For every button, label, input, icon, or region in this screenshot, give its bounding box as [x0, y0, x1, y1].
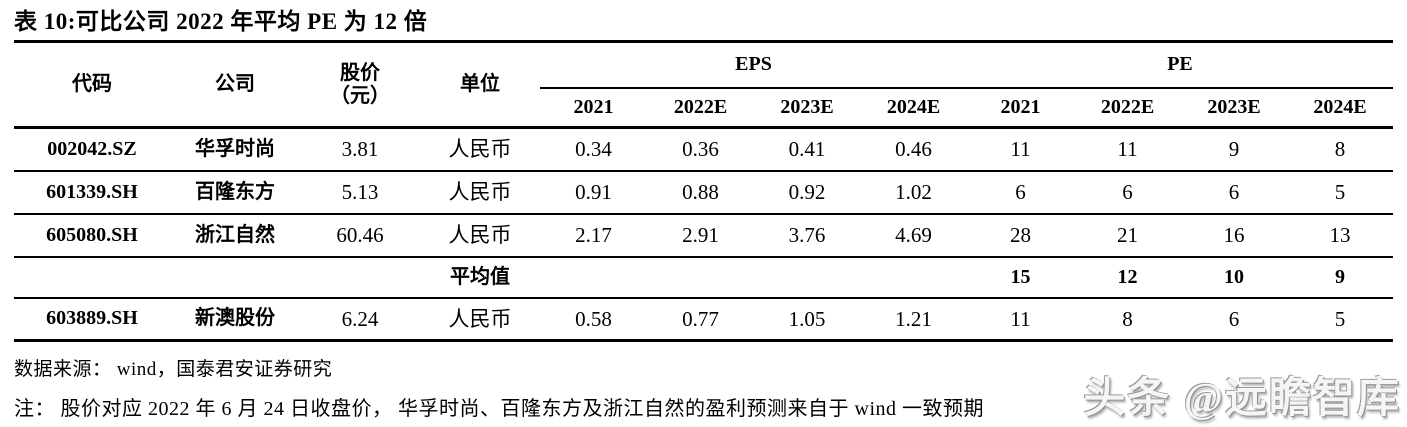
- cell-empty: [754, 256, 860, 299]
- cell-pe-2022e: 6: [1074, 170, 1181, 215]
- cell-price: 60.46: [300, 213, 420, 258]
- cell-company: 浙江自然: [170, 213, 300, 258]
- col-header-price: 股价 （元）: [300, 41, 420, 129]
- col-header-eps-2024e: 2024E: [860, 87, 967, 129]
- cell-empty: [170, 256, 300, 299]
- cell-code: 002042.SZ: [14, 127, 170, 172]
- cell-empty: [300, 256, 420, 299]
- cell-eps-2023e: 3.76: [754, 213, 860, 258]
- cell-price: 5.13: [300, 170, 420, 215]
- col-group-eps: EPS: [540, 41, 967, 89]
- cell-company: 新澳股份: [170, 297, 300, 342]
- cell-eps-2023e: 0.92: [754, 170, 860, 215]
- cell-pe-2022e: 21: [1074, 213, 1181, 258]
- cell-pe-2023e: 16: [1181, 213, 1287, 258]
- cell-unit: 人民币: [420, 213, 540, 258]
- col-header-company: 公司: [170, 41, 300, 129]
- cell-pe-2023e: 9: [1181, 127, 1287, 172]
- cell-pe-2024e: 5: [1287, 170, 1393, 215]
- cell-code: 603889.SH: [14, 297, 170, 342]
- cell-code: 601339.SH: [14, 170, 170, 215]
- cell-pe-2021: 28: [967, 213, 1074, 258]
- cell-pe-2021: 11: [967, 297, 1074, 342]
- cell-eps-2024e: 1.21: [860, 297, 967, 342]
- col-header-price-line2: （元）: [330, 84, 390, 107]
- col-header-price-line1: 股价: [340, 61, 380, 84]
- cell-empty: [540, 256, 647, 299]
- avg-pe-2023e: 10: [1181, 256, 1287, 299]
- cell-code: 605080.SH: [14, 213, 170, 258]
- average-row: 平均值 15 12 10 9: [14, 256, 1393, 299]
- cell-pe-2021: 6: [967, 170, 1074, 215]
- cell-eps-2022e: 2.91: [647, 213, 754, 258]
- cell-pe-2022e: 8: [1074, 297, 1181, 342]
- col-group-pe: PE: [967, 41, 1393, 89]
- footnote-text: 注： 股价对应 2022 年 6 月 24 日收盘价， 华孚时尚、百隆东方及浙江…: [14, 398, 984, 420]
- table-row: 002042.SZ 华孚时尚 3.81 人民币 0.34 0.36 0.41 0…: [14, 127, 1393, 172]
- cell-eps-2021: 0.34: [540, 127, 647, 172]
- cell-empty: [647, 256, 754, 299]
- cell-pe-2024e: 8: [1287, 127, 1393, 172]
- cell-eps-2023e: 1.05: [754, 297, 860, 342]
- col-header-pe-2024e: 2024E: [1287, 87, 1393, 129]
- table-row: 605080.SH 浙江自然 60.46 人民币 2.17 2.91 3.76 …: [14, 213, 1393, 258]
- table-row: 601339.SH 百隆东方 5.13 人民币 0.91 0.88 0.92 1…: [14, 170, 1393, 215]
- col-header-eps-2022e: 2022E: [647, 87, 754, 129]
- col-header-unit: 单位: [420, 41, 540, 129]
- cell-eps-2021: 0.91: [540, 170, 647, 215]
- average-label: 平均值: [420, 256, 540, 299]
- cell-eps-2022e: 0.36: [647, 127, 754, 172]
- cell-eps-2024e: 4.69: [860, 213, 967, 258]
- cell-eps-2024e: 1.02: [860, 170, 967, 215]
- col-header-eps-2023e: 2023E: [754, 87, 860, 129]
- col-header-code: 代码: [14, 41, 170, 129]
- cell-price: 3.81: [300, 127, 420, 172]
- table-row: 603889.SH 新澳股份 6.24 人民币 0.58 0.77 1.05 1…: [14, 297, 1393, 342]
- cell-pe-2022e: 11: [1074, 127, 1181, 172]
- cell-eps-2024e: 0.46: [860, 127, 967, 172]
- cell-pe-2021: 11: [967, 127, 1074, 172]
- table-title: 表 10:可比公司 2022 年平均 PE 为 12 倍: [14, 9, 428, 34]
- cell-unit: 人民币: [420, 170, 540, 215]
- col-header-pe-2022e: 2022E: [1074, 87, 1181, 129]
- cell-price: 6.24: [300, 297, 420, 342]
- cell-company: 百隆东方: [170, 170, 300, 215]
- col-header-pe-2023e: 2023E: [1181, 87, 1287, 129]
- cell-unit: 人民币: [420, 127, 540, 172]
- avg-pe-2024e: 9: [1287, 256, 1393, 299]
- cell-eps-2022e: 0.88: [647, 170, 754, 215]
- cell-eps-2022e: 0.77: [647, 297, 754, 342]
- avg-pe-2022e: 12: [1074, 256, 1181, 299]
- col-header-eps-2021: 2021: [540, 87, 647, 129]
- watermark: 头条 @远瞻智库: [1083, 376, 1401, 422]
- comparable-companies-table: 代码 公司 股价 （元） 单位 EPS PE 2021 2022E 2023E …: [14, 40, 1393, 342]
- cell-pe-2023e: 6: [1181, 170, 1287, 215]
- cell-pe-2023e: 6: [1181, 297, 1287, 342]
- col-header-pe-2021: 2021: [967, 87, 1074, 129]
- avg-pe-2021: 15: [967, 256, 1074, 299]
- cell-empty: [860, 256, 967, 299]
- data-source-text: 数据来源： wind，国泰君安证券研究: [14, 359, 333, 380]
- cell-company: 华孚时尚: [170, 127, 300, 172]
- cell-eps-2023e: 0.41: [754, 127, 860, 172]
- cell-pe-2024e: 13: [1287, 213, 1393, 258]
- cell-unit: 人民币: [420, 297, 540, 342]
- cell-eps-2021: 2.17: [540, 213, 647, 258]
- cell-eps-2021: 0.58: [540, 297, 647, 342]
- cell-pe-2024e: 5: [1287, 297, 1393, 342]
- cell-empty: [14, 256, 170, 299]
